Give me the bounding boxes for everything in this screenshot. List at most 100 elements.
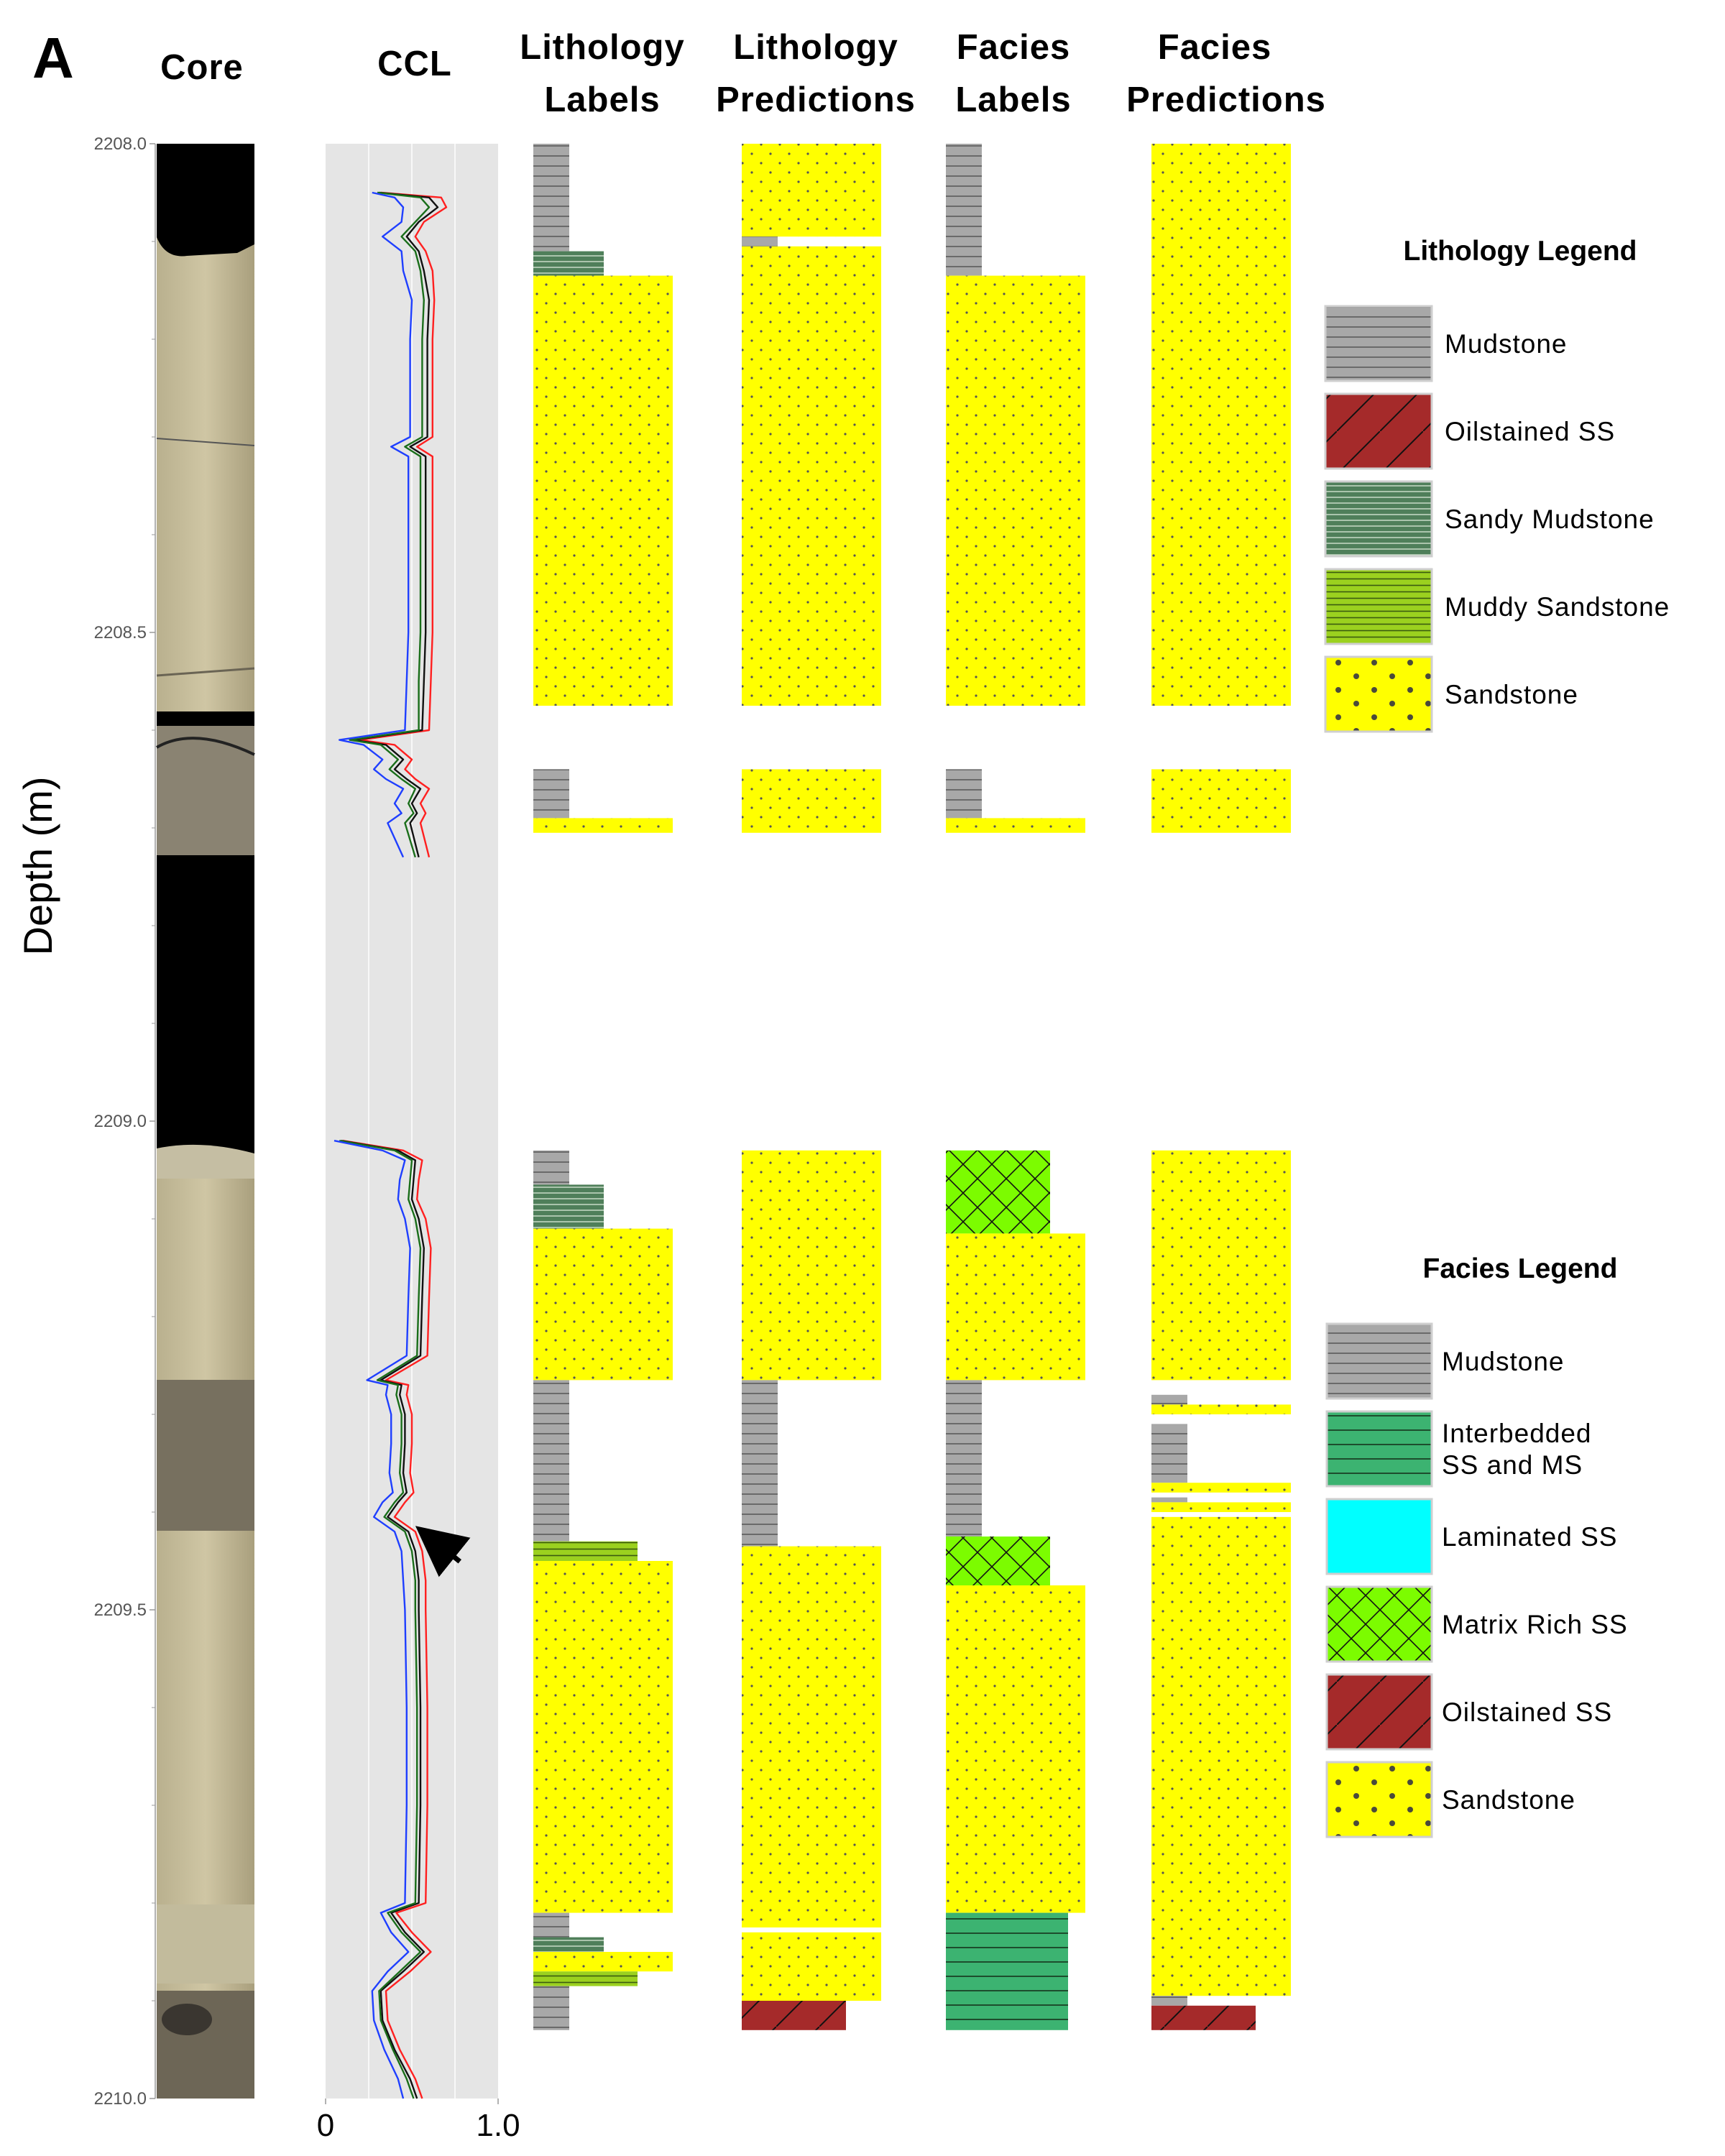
lithology-legend: Mudstone Oilstained SS Sandy Mudstone Muddy… (1324, 305, 1670, 733)
y-axis-title: Depth (m) (15, 777, 60, 956)
header-lith-pred-1: Lithology (733, 28, 898, 67)
header-lith-pred-2: Predictions (716, 80, 916, 119)
legend-swatch-laminated-ss (1325, 1498, 1433, 1575)
header-lith-labels-2: Labels (544, 80, 660, 119)
header-fac-pred-1: Facies (1158, 28, 1272, 67)
interval-mudstone (946, 769, 982, 819)
ccl-x-tick-label: 1.0 (476, 2108, 520, 2143)
interval-sandstone (533, 275, 673, 706)
legend-label: Sandy Mudstone (1445, 505, 1655, 534)
interval-sandstone (1151, 1483, 1291, 1493)
interval-mudstone (533, 1912, 569, 1938)
interval-mudstone (1151, 1424, 1187, 1483)
interval-mudstone (946, 1380, 982, 1537)
legend-swatch-mudstone (1325, 1322, 1433, 1400)
interval-sandstone (533, 818, 673, 833)
interval-oilstained-ss (742, 2001, 846, 2030)
interval-sandstone (1151, 1516, 1291, 1537)
interval-sandstone (533, 1952, 673, 1972)
ccl-grid (368, 144, 456, 2099)
facies-predictions-column (1151, 144, 1291, 2030)
ccl-series-black (352, 191, 439, 858)
legend-label: Mudstone (1445, 329, 1568, 359)
ccl-series-red (342, 1140, 432, 2099)
legend-label: Matrix Rich SS (1442, 1610, 1628, 1639)
panel-letter: A (32, 26, 74, 90)
lithology-predictions-column (742, 144, 881, 2030)
interval-mudstone (533, 769, 569, 819)
core-photo (156, 144, 255, 2099)
legend-swatch-sandy-mudstone (1324, 480, 1433, 558)
interval-sandstone (1151, 769, 1291, 833)
interval-sandstone (742, 1150, 881, 1381)
header-core: Core (160, 48, 244, 87)
legend-swatch-mudstone (1324, 305, 1433, 382)
legend-label: Sandstone (1445, 680, 1578, 709)
interval-sandstone (742, 769, 881, 833)
ccl-x-tick-label: 0 (317, 2108, 334, 2143)
ccl-series-blue (334, 1140, 411, 2099)
legend-swatch-muddy-sandstone (1324, 568, 1433, 645)
interval-sandstone (1151, 1502, 1291, 1512)
interval-mudstone (533, 1986, 569, 2030)
interval-sandstone (742, 1546, 881, 1927)
depth-axis: 2208.0 2208.5 2209.0 2209.5 2210.0 (94, 134, 155, 2109)
interval-mudstone (742, 1380, 778, 1547)
facies-labels-column (946, 144, 1085, 2030)
interval-mudstone (533, 1380, 569, 1542)
interval-sandstone (533, 1561, 673, 1913)
interval-sandstone (533, 1228, 673, 1381)
legend-label: Muddy Sandstone (1445, 592, 1670, 622)
lithology-labels-column (533, 144, 673, 2030)
ccl-series-green (339, 1140, 422, 2099)
interval-matrix-rich-ss (946, 1537, 1050, 1585)
ccl-series-black (341, 1140, 425, 2099)
legend-swatch-interbedded (1325, 1410, 1433, 1488)
interval-sandstone (946, 275, 1085, 706)
interval-sandstone (742, 144, 881, 237)
interval-mudstone (742, 236, 778, 247)
interval-sandstone (1151, 1150, 1291, 1381)
interval-sandstone (742, 1932, 881, 2001)
interval-sandstone (1151, 144, 1291, 706)
interval-mudstone (1151, 1394, 1187, 1405)
legend-label: Mudstone (1442, 1347, 1565, 1376)
interval-sandy-mudstone (533, 1937, 604, 1952)
legend-label: Sandstone (1442, 1785, 1576, 1815)
interval-sandy-mudstone (533, 1184, 604, 1229)
header-lith-labels-1: Lithology (520, 28, 684, 67)
header-fac-pred-2: Predictions (1126, 80, 1326, 119)
legend-swatch-oilstained-ss (1324, 392, 1433, 470)
depth-tick-label: 2209.0 (94, 1112, 147, 1131)
ccl-series-blue (339, 191, 413, 858)
interval-sandstone (1151, 1537, 1291, 1996)
ccl-arrow-annotation (415, 1526, 471, 1577)
depth-tick-label: 2208.5 (94, 623, 147, 642)
legend-swatch-matrix-rich-ss (1325, 1585, 1433, 1663)
legend-label: Oilstained SS (1445, 417, 1615, 446)
interval-sandstone (946, 1585, 1085, 1913)
facies-legend-title: Facies Legend (1423, 1253, 1618, 1284)
lithology-legend-title: Lithology Legend (1404, 236, 1637, 267)
header-ccl: CCL (377, 45, 452, 83)
legend-swatch-sandstone (1325, 1761, 1433, 1838)
depth-tick-label: 2210.0 (94, 2089, 147, 2109)
legend-label: Interbedded (1442, 1419, 1592, 1448)
ccl-x-axis: 0 1.0 (317, 2099, 520, 2143)
interval-sandstone (742, 246, 881, 706)
depth-tick-label: 2208.0 (94, 134, 147, 154)
legend-label: SS and MS (1442, 1450, 1583, 1480)
interval-sandstone (946, 1233, 1085, 1381)
header-fac-labels-1: Facies (957, 28, 1071, 67)
interval-sandstone (1151, 1404, 1291, 1414)
interval-sandstone (946, 818, 1085, 833)
ccl-series-green (349, 191, 431, 858)
legend-label: Laminated SS (1442, 1522, 1617, 1552)
ccl-curves (334, 191, 448, 2099)
depth-tick-label: 2209.5 (94, 1600, 147, 1620)
interval-interbedded (946, 1912, 1068, 2030)
interval-mudstone (1151, 1996, 1187, 2006)
legend-swatch-oilstained-ss (1325, 1673, 1433, 1751)
